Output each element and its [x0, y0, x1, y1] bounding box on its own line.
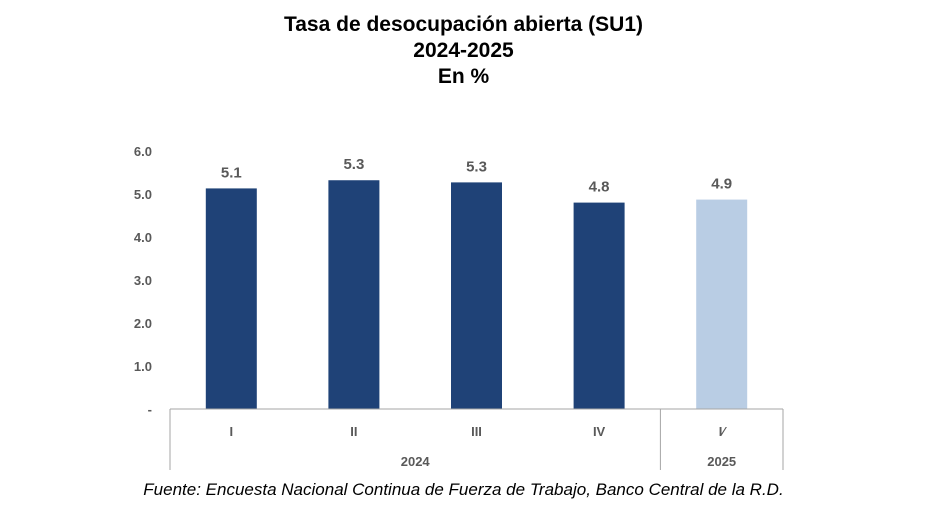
y-tick-label: 4.0 — [134, 230, 152, 245]
data-label: 4.8 — [589, 179, 610, 196]
source-note: Fuente: Encuesta Nacional Continua de Fu… — [143, 480, 784, 499]
y-tick-label: 5.0 — [134, 187, 152, 202]
chart-unit-label: En % — [437, 65, 490, 88]
chart-subtitle: 2024-2025 — [413, 39, 514, 62]
data-label: 5.1 — [221, 164, 242, 181]
bar-chart: -1.02.03.04.05.06.05.1 5.3 5.34.8 4.9I II III… — [134, 144, 784, 470]
bar — [696, 199, 748, 409]
data-label: 4.9 — [711, 176, 732, 193]
x-tick-label: I — [229, 424, 233, 439]
bar — [573, 202, 625, 409]
data-label: 5.3 — [466, 158, 487, 175]
x-group-label: 2024 — [401, 454, 431, 469]
x-group-label: 2025 — [707, 454, 736, 469]
y-tick-label: 1.0 — [134, 359, 152, 374]
bar — [328, 180, 380, 409]
chart-title: Tasa de desocupación abierta (SU1) — [283, 13, 644, 36]
y-tick-label: 3.0 — [134, 273, 152, 288]
data-label: 5.3 — [343, 156, 364, 173]
bar — [451, 182, 502, 409]
y-tick-label: - — [148, 402, 152, 417]
y-tick-label: 2.0 — [134, 316, 152, 331]
y-tick-label: 6.0 — [134, 144, 152, 159]
x-tick-label: III — [471, 424, 482, 439]
x-tick-label: II — [350, 424, 357, 439]
x-tick-label: I⁄ — [719, 424, 728, 439]
bar — [205, 188, 257, 409]
x-tick-label: IV — [593, 424, 606, 439]
